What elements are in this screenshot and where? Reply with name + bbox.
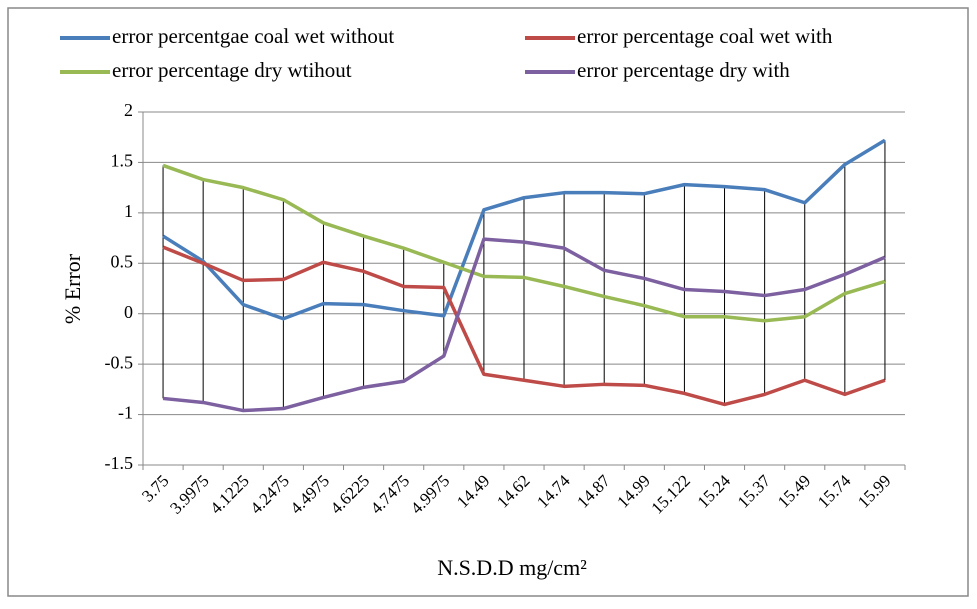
legend-label: error percentgae coal wet without [112, 24, 394, 48]
y-tick-label: 0 [124, 302, 133, 322]
y-tick-label: 1.5 [111, 151, 134, 171]
y-axis-label: % Error [60, 253, 85, 324]
x-axis-label: N.S.D.D mg/cm² [437, 555, 587, 580]
y-tick-label: -1 [118, 403, 133, 423]
y-tick-label: 2 [124, 100, 133, 120]
series-line [162, 245, 886, 407]
legend-label: error percentage coal wet with [577, 24, 833, 48]
legend-label: error percentage dry with [577, 58, 790, 82]
legend-label: error percentage dry wtihout [112, 58, 352, 82]
y-tick-label: 0.5 [111, 251, 134, 271]
y-tick-label: -0.5 [105, 352, 134, 372]
series-line [162, 237, 886, 413]
y-tick-label: -1.5 [105, 453, 134, 473]
y-tick-label: 1 [124, 201, 133, 221]
series-line [162, 138, 886, 321]
series-line [162, 163, 886, 323]
chart-frame [7, 7, 969, 597]
